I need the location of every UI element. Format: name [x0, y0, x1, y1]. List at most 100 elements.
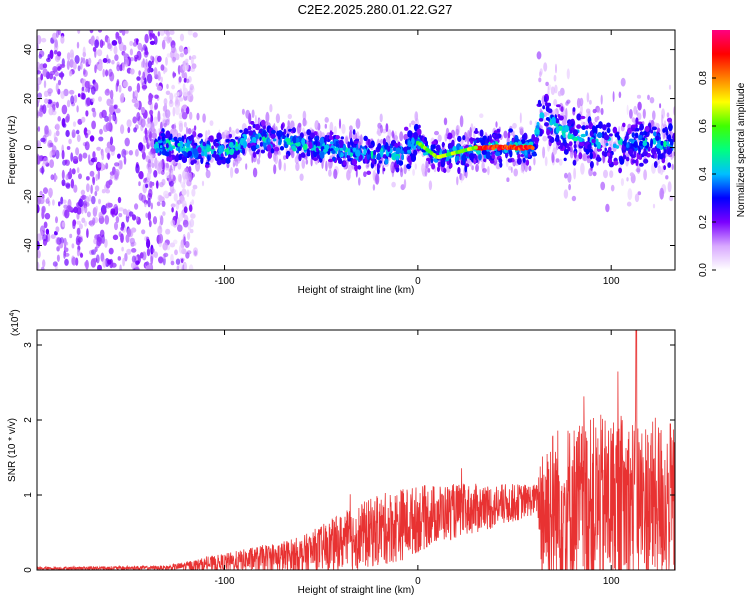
spectrogram-cell — [474, 155, 478, 160]
spectrogram-cell — [153, 170, 158, 178]
spectrogram-frame — [36, 29, 676, 271]
spectrogram-cell — [242, 147, 245, 155]
spectrogram-cell — [479, 129, 484, 137]
spectrogram-cell — [154, 94, 159, 99]
spectrogram-cell — [72, 221, 76, 230]
spectrogram-cell — [71, 168, 76, 175]
spectrogram-cell — [163, 67, 168, 73]
spectrogram-cell — [202, 141, 206, 147]
spectrogram-cell — [479, 139, 484, 143]
spectrogram-cell — [638, 147, 641, 155]
spectrogram-cell — [560, 142, 564, 150]
spectrogram-cell — [42, 68, 48, 77]
spectrogram-cell — [42, 259, 46, 268]
spectrogram-cell — [346, 169, 351, 181]
spectrogram-cell — [131, 255, 136, 263]
spectrogram-cell — [545, 105, 550, 112]
spectrogram-cell — [121, 148, 127, 158]
spectrogram-cell — [162, 105, 166, 112]
spectrogram-cell — [655, 135, 660, 141]
spectrogram-cell — [115, 82, 119, 92]
spectrogram-cell — [347, 141, 351, 149]
spectrogram-cell — [144, 127, 148, 135]
spectrogram-cell — [151, 162, 155, 169]
spectrogram-cell — [171, 84, 176, 90]
y-tick-label: 0 — [23, 567, 34, 573]
y-tick-label: 20 — [23, 93, 34, 105]
spectrogram-cell — [592, 108, 597, 114]
spectrogram-cell — [360, 145, 363, 149]
spectrogram-cell — [352, 129, 356, 135]
spectrogram-cell — [270, 148, 275, 154]
spectrogram-cell — [92, 217, 96, 226]
spectrogram-cell — [43, 187, 48, 195]
spectrogram-cell — [154, 157, 158, 169]
spectrogram-cell — [142, 71, 146, 81]
spectrogram-cell — [588, 149, 594, 153]
spectrogram-cell — [512, 161, 515, 166]
spectrogram-cell — [196, 112, 200, 121]
spectrogram-cell — [457, 135, 462, 142]
spectrogram-cell — [298, 122, 302, 128]
spectrogram-cell — [635, 127, 640, 132]
spectrogram-cell — [642, 108, 646, 119]
spectrogram-cell — [605, 203, 610, 213]
spectrogram-cell — [161, 200, 166, 207]
spectrogram-cell — [434, 130, 439, 136]
spectrogram-cell — [400, 150, 405, 154]
spectrogram-cell — [57, 51, 62, 57]
spectrogram-cell — [567, 146, 571, 152]
spectrogram-cell — [384, 158, 389, 165]
spectrogram-cell — [619, 156, 625, 165]
spectrogram-cell — [295, 162, 300, 172]
spectrogram-cell — [191, 188, 196, 197]
spectrogram-cell — [498, 158, 503, 164]
spectrogram-cell — [115, 31, 119, 38]
spectrogram-cell — [459, 172, 463, 181]
spectrogram-cell — [271, 133, 275, 139]
spectrogram-cell — [172, 71, 175, 79]
spectrogram-cell — [185, 58, 189, 63]
spectrogram-cell — [226, 162, 230, 169]
spectrogram-cell — [168, 180, 174, 187]
x-tick-label: 100 — [603, 276, 620, 287]
spectrogram-cell — [111, 59, 115, 65]
spectrogram-cell — [652, 110, 656, 121]
spectrogram-cell — [37, 35, 42, 45]
spectrogram-cell — [49, 73, 54, 80]
spectrogram-cell — [126, 212, 129, 217]
spectrogram-cell — [335, 140, 339, 148]
spectrogram-cell — [78, 173, 82, 180]
spectrogram-cell — [661, 114, 664, 126]
spectrogram-cell — [177, 142, 181, 147]
spectrogram-cell — [202, 113, 206, 123]
spectrogram-cell — [487, 166, 490, 176]
spectrogram-cell — [99, 229, 105, 238]
spectrogram-cell — [42, 157, 49, 165]
spectrogram-cell — [129, 237, 135, 245]
spectrogram-cell — [40, 73, 44, 81]
spectrogram-cell — [591, 138, 596, 144]
spectrogram-cell — [657, 149, 661, 155]
spectrogram-cell — [96, 146, 101, 151]
spectrogram-cell — [136, 82, 141, 93]
spectrogram-cell — [407, 155, 412, 163]
spectrogram-cell — [642, 141, 648, 147]
spectrogram-cell — [410, 120, 416, 126]
spectrogram-cell — [324, 144, 330, 150]
spectrogram-cell — [654, 161, 658, 168]
spectrogram-cell — [452, 145, 457, 152]
spectrogram-cell — [79, 61, 83, 70]
spectrogram-cell — [372, 170, 376, 181]
spectrogram-cell — [573, 150, 577, 159]
spectrogram-cell — [124, 137, 130, 147]
spectrogram-cell — [190, 213, 196, 219]
spectrogram-cell — [635, 123, 638, 129]
spectrogram-cell — [168, 36, 173, 43]
spectrogram-cell — [563, 133, 566, 139]
spectrogram-cell — [136, 76, 141, 81]
spectrogram-cell — [518, 126, 524, 131]
spectrogram-cell — [651, 154, 655, 158]
colorbar-tick-label: 0.0 — [698, 263, 709, 277]
spectrogram-cell — [655, 122, 660, 129]
